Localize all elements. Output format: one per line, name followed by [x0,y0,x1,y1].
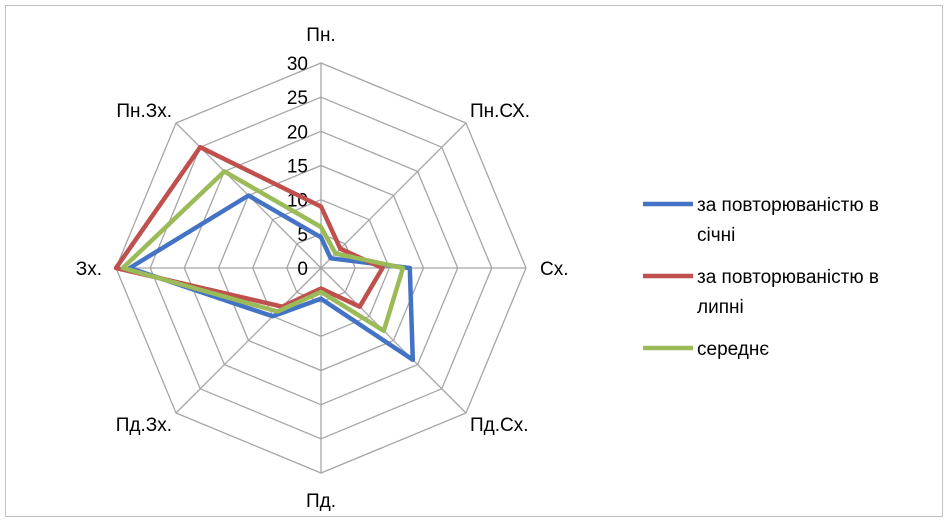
grid-spoke [320,267,467,414]
legend-label: за повторюваністю в [697,267,879,288]
legend: за повторюваністю в січні за повторюваніст… [643,195,879,360]
tick-label: 0 [297,259,308,280]
grid-spoke [175,267,322,414]
category-label: Пд.Зх. [116,415,172,436]
category-label: Пд. [306,491,336,512]
legend-label: середнє [697,339,769,360]
series-lines [113,144,416,363]
series-line [120,169,406,334]
category-label: Пд.Сх. [470,415,529,436]
category-label: Пн.СХ. [470,101,530,122]
category-labels: Пн. Пн.СХ. Сх. Пд.Сх. Пд. Пд.Зх. Зх. Пн.Зх. [76,25,569,512]
chart-area [5,5,943,517]
tick-label: 30 [287,54,308,75]
series-line [113,144,385,309]
category-label: Сх. [540,259,569,280]
legend-label: липні [697,297,744,318]
grid-spoke [320,122,467,269]
tick-label: 25 [287,88,308,109]
legend-label: за повторюваністю в [697,195,879,216]
category-label: Зх. [76,259,102,280]
tick-label: 20 [287,122,308,143]
category-label: Пн. [306,25,335,46]
tick-label: 5 [297,225,308,246]
tick-label: 15 [287,157,308,178]
series-line [127,193,416,363]
radar-spokes [116,63,526,473]
category-label: Пн.Зх. [116,101,172,122]
legend-label: січні [697,225,735,246]
